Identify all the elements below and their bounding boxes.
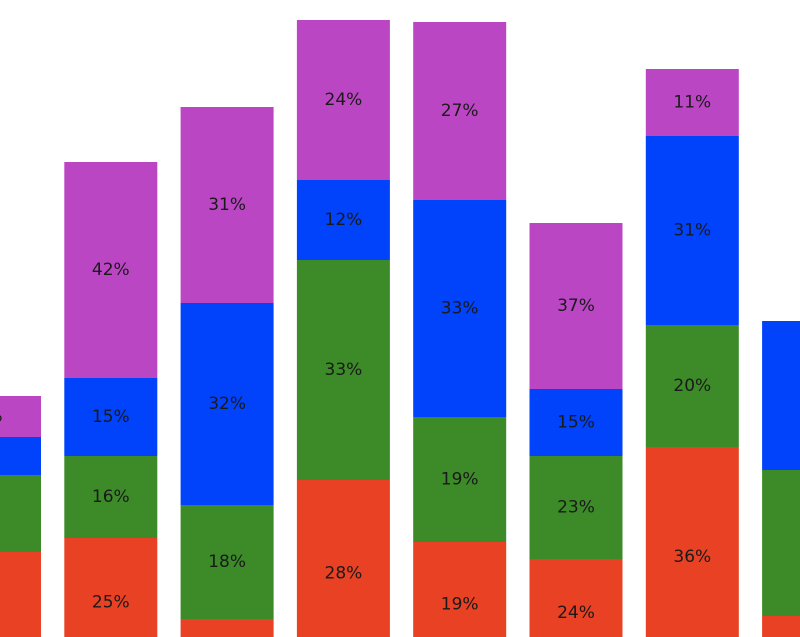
- bar-4: 28% 33% 12% 24%: [296, 20, 390, 637]
- bar-1-segment-2: [0, 475, 41, 552]
- bar-3-segment-1: [180, 619, 274, 637]
- bar-1-segment-4-label: %: [0, 407, 3, 427]
- bar-5-segment-2-label: 19%: [441, 470, 479, 490]
- bar-6-segment-4-label: 37%: [557, 296, 595, 316]
- bar-4-segment-1-label: 28%: [325, 564, 363, 584]
- bar-6: 24% 23% 15% 37%: [529, 223, 623, 637]
- bar-3-segment-3-label: 32%: [208, 394, 246, 414]
- bar-8-segment-2: [762, 470, 800, 616]
- bar-5: 19% 19% 33% 27%: [413, 22, 507, 637]
- bar-5-segment-1: [413, 542, 507, 637]
- bar-2-segment-3: [64, 378, 158, 456]
- bar-6-segment-1-label: 24%: [557, 603, 595, 623]
- bar-8: 133: [762, 321, 800, 637]
- bar-6-segment-3: [529, 389, 623, 456]
- bar-3-segment-4-label: 31%: [208, 195, 246, 215]
- bar-5-segment-3-label: 33%: [441, 299, 479, 319]
- bar-1-segment-3: [0, 437, 41, 475]
- bar-7-segment-3: [645, 136, 739, 325]
- bar-8-segment-3: [762, 321, 800, 470]
- bar-4-segment-4-label: 24%: [325, 90, 363, 110]
- bar-2-segment-2: [64, 456, 158, 538]
- bar-6-segment-2-label: 23%: [557, 498, 595, 518]
- bar-7-segment-3-label: 31%: [673, 221, 711, 241]
- bar-2: 25% 16% 15% 42%: [64, 162, 158, 637]
- bar-1: %: [0, 396, 41, 637]
- bar-6-segment-1: [529, 559, 623, 637]
- bar-5-segment-2: [413, 417, 507, 542]
- bar-7-segment-4: [645, 69, 739, 136]
- bar-6-segment-4: [529, 223, 623, 389]
- bar-2-segment-4-label: 42%: [92, 260, 130, 280]
- bar-7-segment-4-label: 11%: [673, 93, 711, 113]
- bar-3-segment-3: [180, 303, 274, 505]
- bar-4-segment-4: [296, 20, 390, 180]
- bar-7: 36% 20% 31% 11%: [645, 69, 739, 637]
- bar-2-segment-1: [64, 538, 158, 637]
- bar-4-segment-1: [296, 480, 390, 637]
- bar-4-segment-2: [296, 260, 390, 480]
- bar-7-segment-1: [645, 447, 739, 637]
- bar-5-segment-4: [413, 22, 507, 200]
- bar-3-segment-2-label: 18%: [208, 552, 246, 572]
- bar-5-segment-3: [413, 200, 507, 417]
- bar-7-segment-2: [645, 325, 739, 447]
- bar-5-segment-4-label: 27%: [441, 101, 479, 121]
- bar-4-segment-3: [296, 180, 390, 260]
- bar-3-segment-2: [180, 505, 274, 619]
- bar-2-segment-1-label: 25%: [92, 593, 130, 613]
- bar-7-segment-2-label: 20%: [673, 376, 711, 396]
- bar-1-segment-1: [0, 552, 41, 637]
- bar-1-segment-4: [0, 396, 41, 437]
- bar-4-segment-2-label: 33%: [325, 360, 363, 380]
- bar-3: 18% 32% 31%: [180, 107, 274, 637]
- bar-2-segment-4: [64, 162, 158, 378]
- bar-4-segment-3-label: 12%: [325, 210, 363, 230]
- bar-2-segment-3-label: 15%: [92, 407, 130, 427]
- bar-7-segment-1-label: 36%: [673, 547, 711, 567]
- bar-5-segment-1-label: 19%: [441, 595, 479, 615]
- bar-3-segment-4: [180, 107, 274, 303]
- bar-6-segment-2: [529, 456, 623, 559]
- bar-2-segment-2-label: 16%: [92, 487, 130, 507]
- bar-8-segment-1: [762, 616, 800, 637]
- bar-6-segment-3-label: 15%: [557, 413, 595, 433]
